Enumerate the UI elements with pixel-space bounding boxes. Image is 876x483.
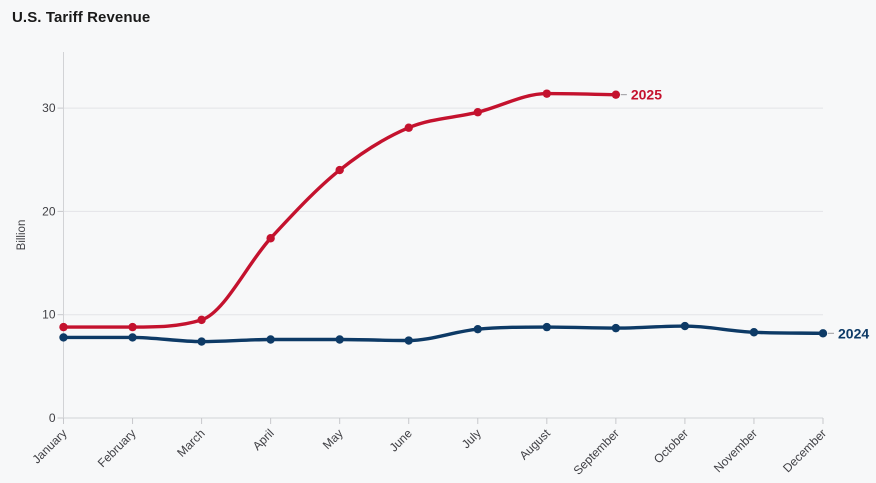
data-point-2025-june xyxy=(404,123,413,132)
data-point-2024-august xyxy=(542,322,552,332)
y-tick-label-20: 20 xyxy=(42,204,56,218)
series-label-2024: 2024 xyxy=(838,325,869,341)
data-point-2025-february xyxy=(128,322,137,332)
series-line-2024 xyxy=(61,324,825,344)
data-point-2024-march xyxy=(197,337,206,346)
data-point-2025-january xyxy=(59,322,68,332)
x-tick-label-april: April xyxy=(250,426,277,453)
data-point-2025-may xyxy=(335,165,344,175)
x-tick-label-august: August xyxy=(517,426,554,463)
data-point-2024-february xyxy=(128,333,137,342)
x-tick-label-october: October xyxy=(651,426,691,466)
x-tick-label-january: January xyxy=(30,426,70,466)
series-line-2025 xyxy=(61,91,618,329)
x-tick-label-september: September xyxy=(571,426,622,477)
series-label-2025: 2025 xyxy=(631,87,662,103)
x-tick-label-november: November xyxy=(711,426,760,475)
y-tick-label-10: 10 xyxy=(42,308,56,322)
data-point-2024-january xyxy=(59,333,68,342)
chart-title: U.S. Tariff Revenue xyxy=(12,9,151,26)
x-tick-label-december: December xyxy=(780,426,829,475)
x-tick-label-july: July xyxy=(459,426,484,451)
data-point-2025-july xyxy=(473,108,482,117)
data-point-2025-april xyxy=(266,234,275,243)
data-point-2024-july xyxy=(473,324,482,334)
y-tick-label-0: 0 xyxy=(49,411,56,425)
data-point-2024-november xyxy=(749,328,759,337)
y-axis-title: Billion xyxy=(16,220,28,251)
data-point-2024-may xyxy=(335,335,344,344)
data-point-2025-august xyxy=(542,89,552,98)
data-point-2025-march xyxy=(197,315,206,325)
data-point-2024-june xyxy=(404,336,413,345)
data-point-2024-april xyxy=(266,335,275,344)
data-point-2024-september xyxy=(611,323,621,333)
data-point-2024-october xyxy=(680,321,690,331)
data-point-2025-september xyxy=(611,90,621,99)
x-tick-label-june: June xyxy=(387,426,416,455)
data-point-2024-december xyxy=(818,329,828,338)
x-tick-label-march: March xyxy=(174,426,207,459)
x-tick-label-may: May xyxy=(320,426,346,452)
y-tick-label-30: 30 xyxy=(42,101,56,115)
x-tick-label-february: February xyxy=(95,426,139,470)
